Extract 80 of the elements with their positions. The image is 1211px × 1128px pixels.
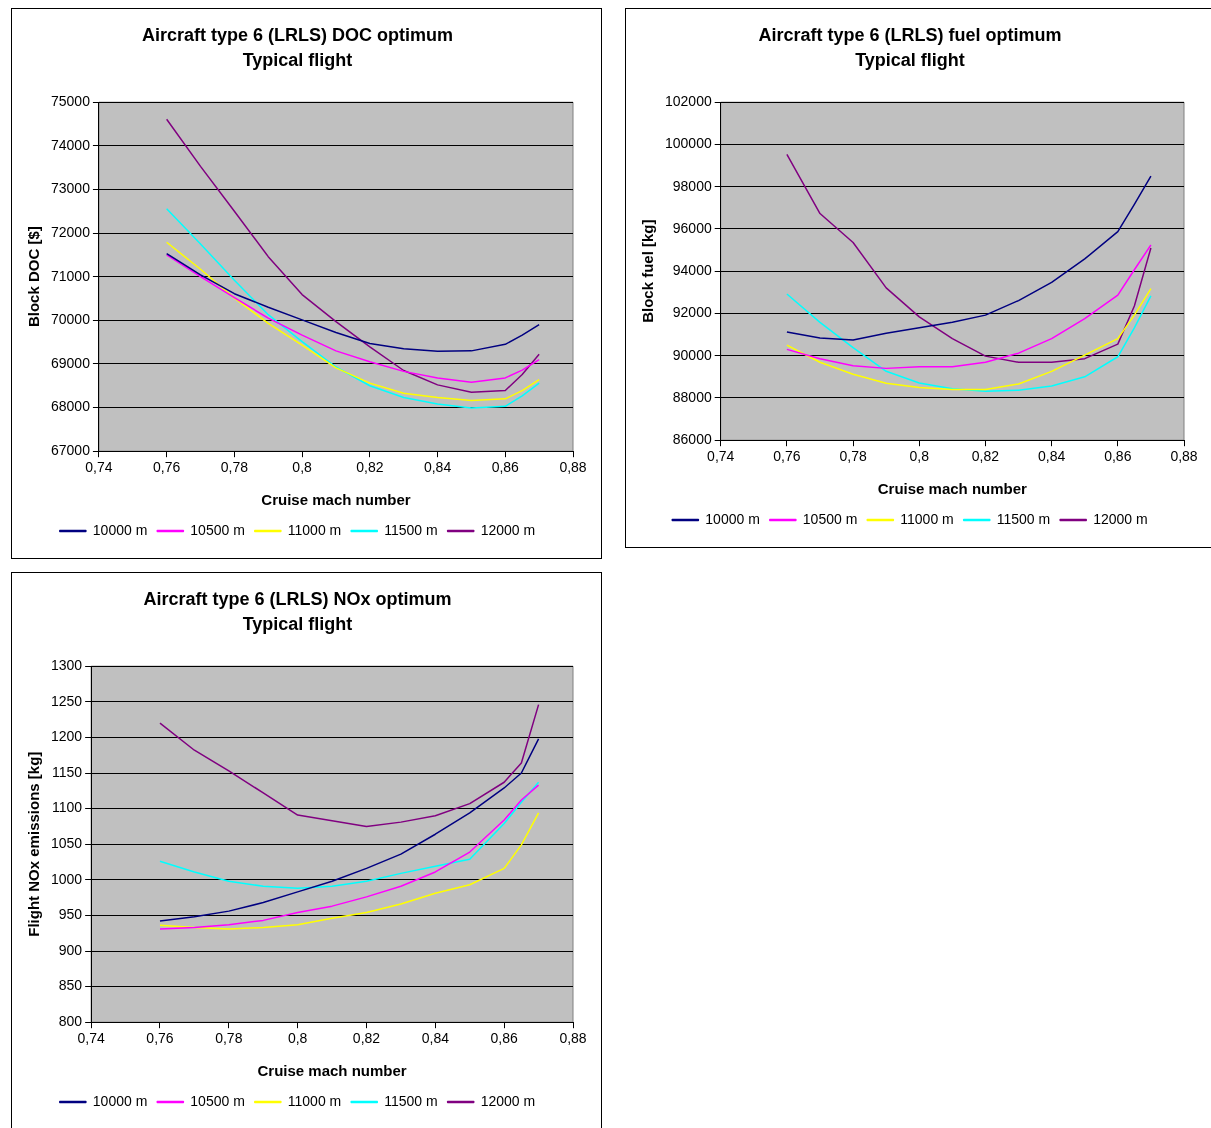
y-axis-title: Flight NOx emissions [kg] <box>25 751 43 937</box>
x-tick-label: 0,74 <box>85 459 113 476</box>
y-tick-label: 100000 <box>665 135 712 152</box>
legend-label: 11000 m <box>287 521 342 538</box>
chart-title: Aircraft type 6 (LRLS) NOx optimum <box>143 588 452 609</box>
x-tick-label: 0,82 <box>352 1030 381 1047</box>
legend-label: 11500 m <box>384 1092 438 1109</box>
legend-label: 10000 m <box>92 1092 148 1109</box>
legend-label: 11500 m <box>384 521 438 538</box>
x-axis-title: Cruise mach number <box>257 1062 407 1080</box>
legend-label: 10000 m <box>705 510 760 527</box>
x-tick-label: 0,8 <box>287 1030 308 1047</box>
y-tick-label: 94000 <box>672 262 712 279</box>
y-tick-label: 71000 <box>50 267 91 284</box>
legend-label: 11500 m <box>996 510 1051 527</box>
y-tick-label: 950 <box>58 906 83 923</box>
y-tick-label: 98000 <box>672 177 712 194</box>
legend-label: 12000 m <box>1093 510 1148 527</box>
x-tick-label: 0,88 <box>559 459 587 476</box>
x-axis-title: Cruise mach number <box>261 491 411 509</box>
y-tick-label: 86000 <box>672 431 712 448</box>
legend-label: 10500 m <box>802 510 858 527</box>
legend-label: 10500 m <box>190 521 245 538</box>
x-tick-label: 0,84 <box>421 1030 450 1047</box>
x-tick-label: 0,76 <box>146 1030 174 1047</box>
y-tick-label: 900 <box>58 941 83 958</box>
chart-subtitle: Typical flight <box>242 614 353 635</box>
y-tick-label: 1100 <box>52 799 83 816</box>
x-tick-label: 0,74 <box>77 1030 105 1047</box>
y-tick-label: 67000 <box>50 442 91 459</box>
y-tick-label: 96000 <box>672 219 712 236</box>
legend-label: 11000 m <box>287 1092 342 1109</box>
legend-label: 10000 m <box>92 521 148 538</box>
y-tick-label: 70000 <box>50 311 91 328</box>
y-tick-label: 69000 <box>50 354 91 371</box>
y-tick-label: 1200 <box>50 728 83 745</box>
y-axis-title: Block DOC [$] <box>25 226 43 328</box>
y-tick-label: 90000 <box>672 346 712 363</box>
y-tick-label: 75000 <box>50 93 91 110</box>
x-tick-label: 0,82 <box>356 459 384 476</box>
x-tick-label: 0,78 <box>839 448 867 465</box>
y-tick-label: 88000 <box>672 388 712 405</box>
x-tick-label: 0,8 <box>292 459 313 476</box>
x-tick-label: 0,74 <box>707 448 735 465</box>
legend-label: 12000 m <box>480 1092 536 1109</box>
y-tick-label: 92000 <box>672 304 712 321</box>
legend-label: 10500 m <box>190 1092 245 1109</box>
legend-label: 12000 m <box>480 521 536 538</box>
y-tick-label: 1300 <box>50 657 83 674</box>
y-tick-label: 74000 <box>50 136 91 153</box>
x-tick-label: 0,88 <box>559 1030 587 1047</box>
chart-subtitle: Typical flight <box>242 50 353 71</box>
y-tick-label: 1150 <box>52 763 83 780</box>
x-tick-label: 0,78 <box>220 459 249 476</box>
x-tick-label: 0,86 <box>491 459 520 476</box>
x-tick-label: 0,84 <box>1038 448 1066 465</box>
legend-label: 11000 m <box>900 510 954 527</box>
x-tick-label: 0,88 <box>1170 448 1198 465</box>
y-tick-label: 102000 <box>665 93 712 110</box>
y-tick-label: 850 <box>58 977 83 994</box>
chart-title: Aircraft type 6 (LRLS) fuel optimum <box>758 24 1062 45</box>
x-axis-title: Cruise mach number <box>877 480 1028 498</box>
y-tick-label: 68000 <box>50 398 91 415</box>
y-tick-label: 72000 <box>50 223 91 240</box>
x-tick-label: 0,76 <box>153 459 181 476</box>
y-tick-label: 73000 <box>50 180 91 197</box>
x-tick-label: 0,8 <box>909 448 930 465</box>
x-tick-label: 0,86 <box>1104 448 1132 465</box>
y-tick-label: 1050 <box>50 835 83 852</box>
y-tick-label: 1000 <box>50 870 83 887</box>
x-tick-label: 0,76 <box>773 448 801 465</box>
chart-title: Aircraft type 6 (LRLS) DOC optimum <box>141 24 454 45</box>
x-tick-label: 0,84 <box>423 459 452 476</box>
chart-subtitle: Typical flight <box>855 50 965 71</box>
y-tick-label: 1250 <box>50 692 83 709</box>
x-tick-label: 0,86 <box>490 1030 518 1047</box>
x-tick-label: 0,82 <box>971 448 1000 465</box>
y-tick-label: 800 <box>58 1013 83 1030</box>
y-axis-title: Block fuel [kg] <box>639 219 657 323</box>
x-tick-label: 0,78 <box>215 1030 243 1047</box>
